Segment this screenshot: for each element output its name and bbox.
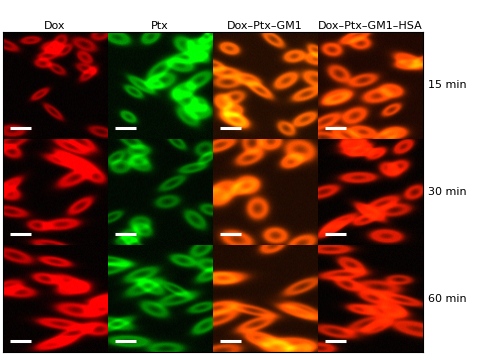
Title: Dox: Dox <box>44 21 66 31</box>
Text: 30 min: 30 min <box>428 187 466 197</box>
Title: Ptx: Ptx <box>151 21 169 31</box>
Text: 15 min: 15 min <box>428 80 466 90</box>
Title: Dox–Ptx–GM1–HSA: Dox–Ptx–GM1–HSA <box>318 21 422 31</box>
Text: 60 min: 60 min <box>428 294 466 304</box>
Title: Dox–Ptx–GM1: Dox–Ptx–GM1 <box>227 21 303 31</box>
